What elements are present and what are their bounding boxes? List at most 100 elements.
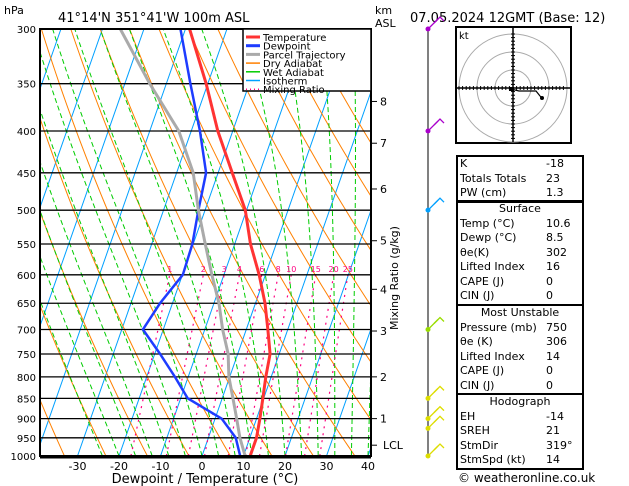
table-cell: 0 (546, 274, 553, 288)
x-tick-label: 40 (361, 460, 375, 473)
table-cell: Totals Totals 23 (458, 172, 582, 187)
mixing-ratio-label: 15 (311, 265, 321, 274)
dry-adiabat-line (40, 398, 65, 456)
pressure-tick-label: 600 (17, 271, 36, 282)
legend-label: Wet Adiabat (263, 68, 324, 79)
table-cell: PW (cm) 1.3 (458, 186, 582, 201)
table-cell: Pressure (mb) 750 (458, 321, 582, 336)
table-cell: Lifted Index 14 (458, 350, 582, 365)
hodograph-end-point (540, 96, 544, 100)
x-tick-label: -20 (110, 460, 128, 473)
table-cell: EH (460, 409, 476, 423)
wind-barb-dot (425, 128, 431, 134)
isotherm-line (77, 29, 228, 456)
dry-adiabat-line (600, 29, 629, 456)
wind-barb-dot (425, 453, 431, 459)
isotherm-line (40, 29, 103, 209)
table-cell: 0 (546, 378, 553, 392)
table-cell: 306 (546, 335, 567, 348)
dewpoint-line (141, 29, 242, 456)
table-cell: StmDir 319° (458, 439, 582, 454)
table-cell: 10.6 (546, 216, 571, 230)
mixing-ratio-line (284, 274, 317, 456)
dry-adiabat-line (40, 304, 107, 456)
mixing-ratio-line (304, 274, 335, 456)
pressure-tick-label: 950 (17, 434, 36, 445)
table-cell: Lifted Index (460, 349, 525, 363)
table-cell: K -18 (458, 157, 582, 172)
indices-table: K -18 Totals Totals 23 PW (cm) 1.3 (456, 155, 584, 203)
mixing-ratio-axis-label: Mixing Ratio (g/kg) (388, 226, 401, 330)
table-cell: 21 (546, 424, 560, 437)
legend-label: Parcel Trajectory (263, 50, 346, 61)
km-label: km (375, 4, 392, 17)
mixing-ratio-line (245, 274, 279, 456)
x-axis-label: Dewpoint / Temperature (°C) (112, 472, 299, 486)
wind-barb-dot (425, 395, 431, 401)
parcel-trajectory-line (118, 29, 247, 456)
wet-adiabat-line (367, 353, 371, 456)
table-cell: Dewp (°C) (460, 231, 517, 244)
mixing-ratio-line (203, 274, 241, 456)
table-cell: CAPE (J) (460, 274, 505, 288)
wind-barb-flag (433, 387, 439, 393)
table-cell: Lifted Index 16 (458, 260, 582, 275)
table-cell: 750 (546, 320, 567, 334)
km-tick-label: 2 (380, 371, 387, 384)
index-value: 23 (546, 171, 560, 185)
x-tick-label: 0 (199, 460, 206, 473)
isotherm-line (326, 327, 371, 456)
pressure-tick-label: 350 (17, 80, 36, 91)
wind-barb-dot (425, 327, 431, 333)
table-cell: StmSpd (kt) (460, 453, 526, 466)
mixing-ratio-label: 25 (343, 265, 353, 274)
legend-label: Isotherm (263, 77, 307, 88)
table-cell: StmDir (460, 438, 499, 452)
pressure-tick-label: 450 (17, 169, 36, 180)
mixing-ratio-line (227, 274, 263, 456)
section-title: Hodograph (489, 395, 551, 408)
km-tick-label: 6 (380, 183, 387, 196)
date-title: 07.05.2024 12GMT (Base: 12) (410, 11, 605, 26)
wet-adiabat-line (162, 29, 269, 456)
pressure-tick-label: 850 (17, 394, 36, 405)
table-cell: 8.5 (546, 231, 564, 244)
legend-label: Dewpoint (263, 42, 311, 53)
wind-barb-flag (433, 199, 439, 205)
table-cell: EH -14 (458, 410, 582, 425)
wind-barb (427, 118, 445, 132)
pressure-tick-label: 800 (17, 373, 36, 384)
wet-adiabat-line (40, 107, 170, 456)
table-cell: CIN (J) 0 (458, 379, 582, 394)
pressure-tick-label: 750 (17, 350, 36, 361)
legend-label: Temperature (262, 33, 326, 44)
table-cell: Pressure (mb) (460, 320, 537, 334)
wind-barb-flag (433, 319, 439, 324)
table-cell: StmSpd (kt) 14 (458, 453, 582, 468)
table-cell: θe (K) 306 (458, 335, 582, 350)
table-cell: Temp (°C) 10.6 (458, 217, 582, 232)
surface-table: Surface Temp (°C) 10.6 Dewp (°C) 8.5 θe(K)… (456, 200, 584, 306)
table-cell: CIN (J) 0 (458, 289, 582, 304)
location-title: 41°14'N 351°41'W 100m ASL (58, 11, 250, 26)
index-label: K (460, 157, 468, 170)
x-tick-label: 10 (237, 460, 251, 473)
mixing-ratio-line (165, 274, 204, 456)
mixing-ratio-label: 3 (222, 265, 227, 274)
wind-barb-flag (433, 120, 439, 126)
wind-barb (427, 405, 445, 420)
wind-barb (427, 197, 445, 211)
wind-barb (427, 385, 445, 399)
mixing-ratio-line (258, 274, 292, 456)
table-cell: Lifted Index (460, 260, 525, 273)
wind-barb-dot (425, 416, 431, 422)
table-cell: 14 (546, 453, 560, 466)
dry-adiabat-line (276, 29, 371, 198)
km-tick-label: 4 (380, 283, 387, 296)
table-cell: SREH 21 (458, 424, 582, 439)
isotherm-line (40, 29, 145, 328)
wind-barb-dot (425, 207, 431, 213)
table-cell: -14 (546, 409, 564, 423)
km-tick-label: 8 (380, 95, 387, 108)
